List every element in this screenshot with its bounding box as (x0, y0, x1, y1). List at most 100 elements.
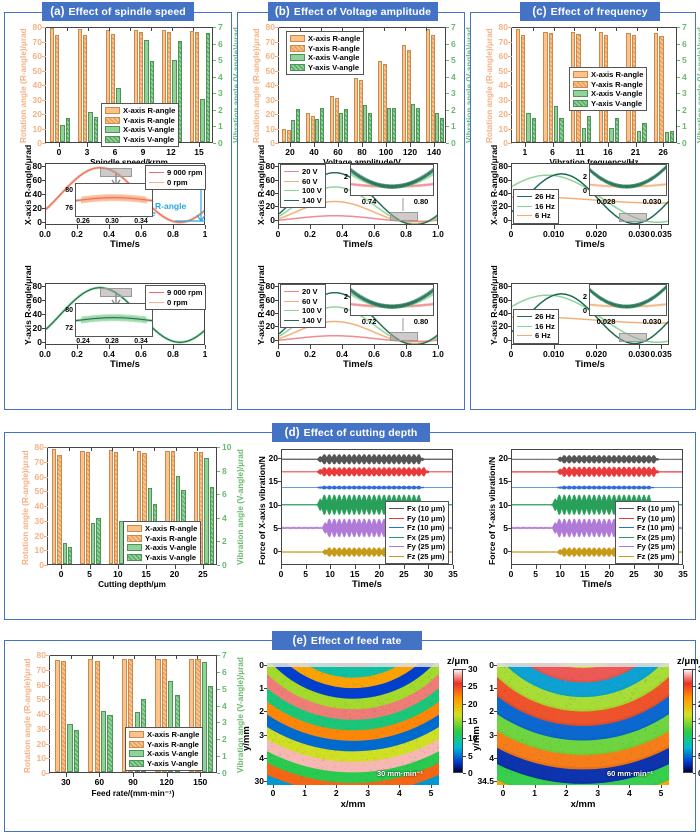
ytick-right (217, 655, 221, 656)
xtick-label: 0.4 (95, 349, 123, 359)
legend-row: X-axis V-angle (127, 543, 197, 553)
xtick (608, 143, 609, 147)
bar-b_bars-s2-c6 (435, 113, 439, 142)
cbar-tick (463, 773, 466, 774)
legend-line-1 (517, 206, 532, 207)
legend-row: Fx (10 μm) (389, 504, 445, 514)
cbar-tick (693, 669, 696, 670)
xtick-label: 10 (104, 569, 132, 579)
legend-swatch-1 (290, 45, 305, 52)
xtick (536, 565, 537, 569)
legend-row: 9 000 rpm (149, 288, 202, 298)
ytick-left-label: 30 (31, 724, 46, 734)
legend-line-1 (284, 181, 299, 182)
y-axis-label-c_y_time: Y-axis R-angle/μrad (489, 265, 499, 345)
bar-a_bars-s0-c0 (50, 28, 54, 142)
legend-row: Fx (25 μm) (619, 533, 675, 543)
bar-e_bars-s3-c0 (74, 730, 79, 772)
legend-row: Y-axis R-angle (573, 80, 643, 90)
legend-line-0 (619, 508, 634, 509)
xtick (90, 565, 91, 569)
ytick-left-label: 10 (493, 124, 508, 134)
legend-line-1 (389, 518, 404, 519)
legend-c_bars: X-axis R-angle Y-axis R-angle X-axis V-ang… (569, 67, 647, 111)
ytick-right (213, 93, 217, 94)
y-axis-label-e_surf_30: y/mm (241, 726, 252, 751)
ytick-left-label: 70 (29, 457, 44, 467)
panel-d: 0 10 20 30 40 50 60 70 80 0 2 4 6 8 10 0 5 10 15 20 25 Rotati… (4, 432, 696, 620)
xtick-label: 0.4 (328, 349, 356, 359)
xtick (639, 225, 640, 229)
inset-ytick: 0 (338, 186, 348, 195)
bar-a_bars-s2-c1 (88, 112, 92, 142)
xtick (61, 565, 62, 569)
legend-label: Y-axis V-angle (308, 63, 359, 73)
legend-row: 0 rpm (149, 298, 202, 308)
bar-b_bars-s0-c4 (378, 61, 382, 142)
bar-c_bars-s0-c1 (543, 32, 547, 142)
xtick (310, 225, 311, 229)
bar-b_bars-s2-c2 (339, 113, 343, 142)
bar-d_bars-s3-c5 (210, 487, 214, 564)
ytick-left (46, 685, 50, 686)
xtick (45, 225, 46, 229)
bar-c_bars-s2-c2 (582, 128, 586, 142)
y2-axis-label-d_bars: Vibration angle (V-angle)/μrad (236, 449, 245, 565)
ytick-right-label: 7 (451, 22, 456, 32)
legend-label: 26 Hz (535, 312, 555, 322)
bar-e_bars-s3-c1 (107, 715, 112, 772)
ytick-left (46, 729, 50, 730)
bar-a_bars-s2-c5 (200, 99, 204, 142)
ytick-right-label: 3 (218, 88, 223, 98)
ytick-left (42, 56, 46, 57)
ytick-right-label: 6 (218, 39, 223, 49)
legend-c_x_time: 26 Hz 16 Hz 6 Hz (513, 189, 559, 224)
inset-c_x_time (589, 164, 667, 196)
ytick-left-label: 70 (31, 665, 46, 675)
ytick-right (446, 77, 450, 78)
legend-row: Fx (10 μm) (619, 504, 675, 514)
zoom-marker (390, 332, 418, 341)
tick-top (133, 448, 134, 451)
xtick-label: 1 (525, 788, 545, 798)
ytick (42, 208, 46, 209)
ytick-right-label: 2 (451, 105, 456, 115)
tick-top (574, 28, 575, 31)
xtick-label: 15 (132, 569, 160, 579)
ytick (42, 180, 46, 181)
ytick-right (677, 110, 681, 111)
xtick-label: 9 (129, 147, 157, 157)
x-axis-label-e_surf_60: x/mm (497, 799, 669, 810)
inset-xtick: 0.24 (71, 338, 95, 345)
ytick-left (44, 550, 48, 551)
legend-line-0 (517, 316, 532, 317)
legend-row: 20 V (284, 287, 322, 297)
ytick-left (44, 506, 48, 507)
tick-top (657, 28, 658, 31)
xtick-label: 5 (651, 788, 671, 798)
xtick (133, 773, 134, 777)
legend-d_bars: X-axis R-angle Y-axis R-angle X-axis V-ang… (123, 521, 201, 565)
bar-b_bars-s2-c0 (291, 120, 295, 142)
bar-c_bars-s1-c5 (659, 36, 663, 142)
ytick-right-label: 10 (222, 442, 231, 452)
legend-label: X-axis R-angle (147, 730, 199, 740)
legend-row: Y-axis V-angle (290, 63, 360, 73)
ytick-right (213, 27, 217, 28)
bar-b_bars-s2-c5 (411, 104, 415, 142)
ytick-left (508, 100, 512, 101)
legend-label: Y-axis V-angle (123, 135, 174, 145)
legend-swatch-2 (290, 54, 305, 61)
colorbar-label-e_surf_30: z/μm (447, 656, 469, 667)
xtick-label: 0 (497, 349, 525, 359)
x-axis-label-c_y_time: Time/s (511, 359, 669, 370)
ytick-left-label: 20 (493, 109, 508, 119)
ytick-right (213, 126, 217, 127)
legend-label: X-axis R-angle (591, 70, 643, 80)
tick-top (533, 28, 534, 31)
bar-b_bars-s0-c1 (306, 113, 310, 142)
ytick (264, 665, 267, 666)
legend-a_y_time: 9 000 rpm 0 rpm (145, 285, 206, 310)
legend-row: Y-axis R-angle (290, 44, 360, 54)
xtick (511, 565, 512, 569)
